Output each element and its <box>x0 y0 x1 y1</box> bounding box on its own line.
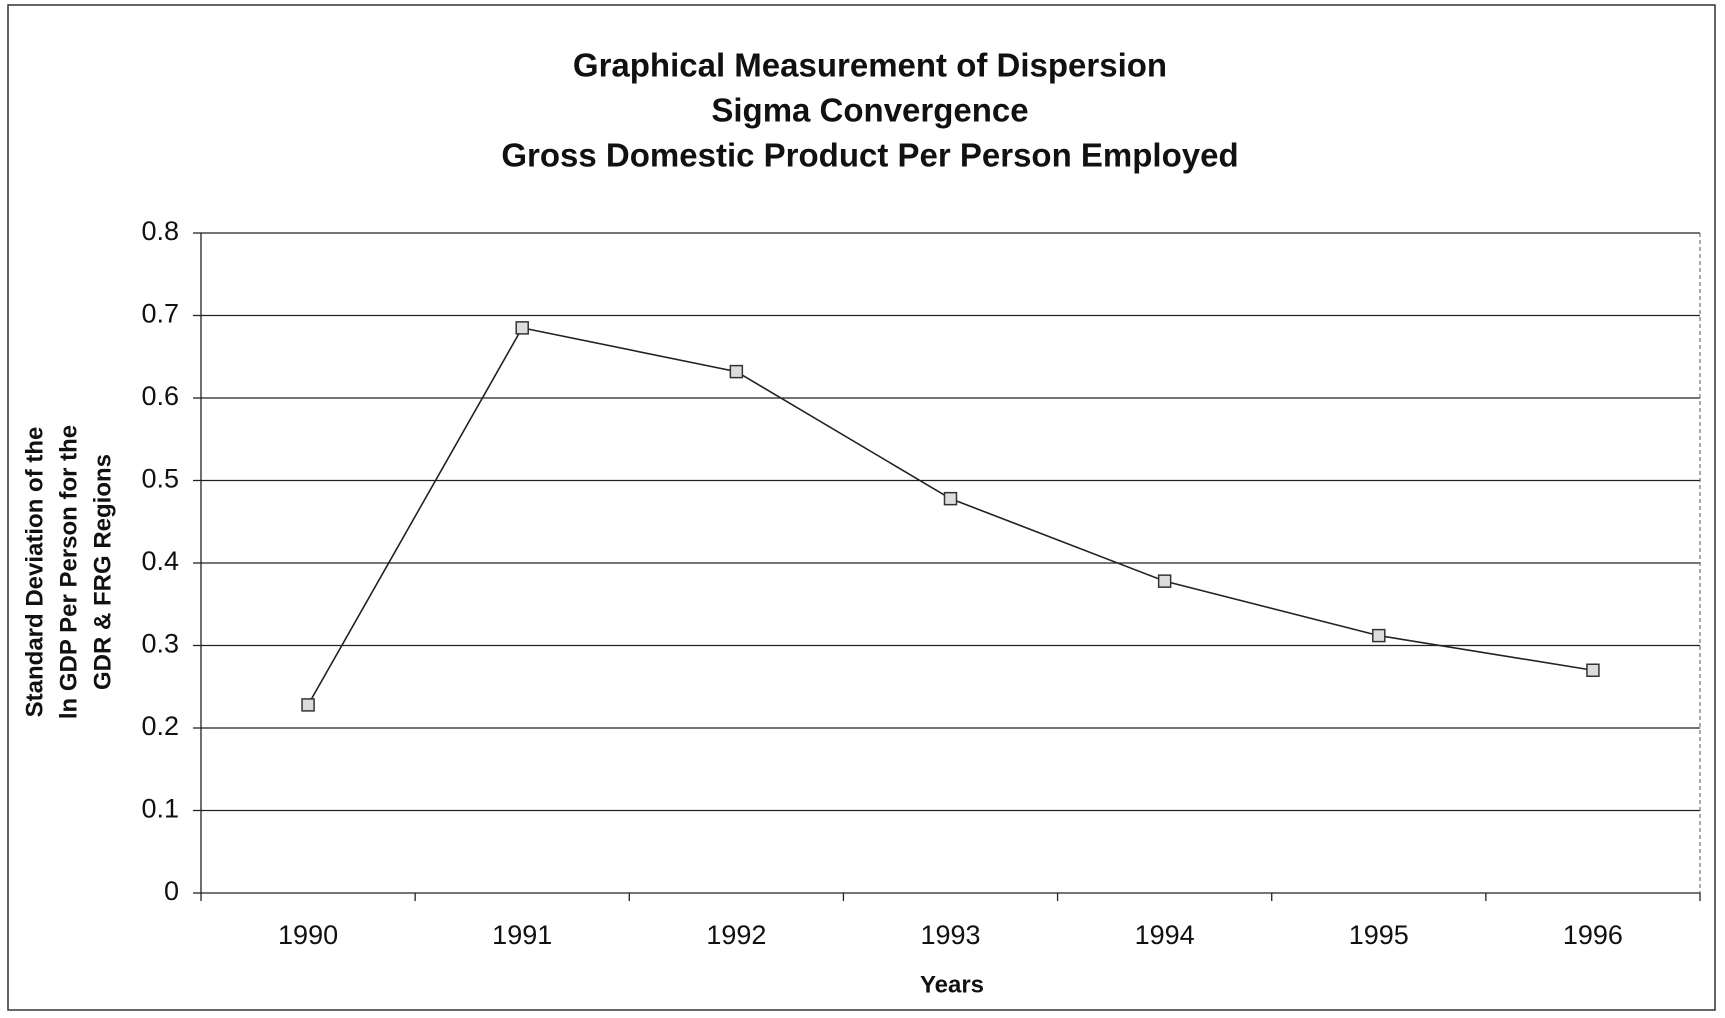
chart-title: Sigma Convergence <box>711 92 1028 129</box>
y-tick-label: 0.8 <box>141 216 179 246</box>
data-marker <box>301 698 315 712</box>
chart-title: Gross Domestic Product Per Person Employ… <box>501 137 1238 174</box>
y-tick-label: 0.3 <box>141 629 179 659</box>
y-tick-label: 0 <box>164 876 179 906</box>
x-tick-label: 1995 <box>1349 920 1409 950</box>
data-marker <box>1586 663 1600 677</box>
x-tick-label: 1990 <box>278 920 338 950</box>
y-tick-label: 0.6 <box>141 381 179 411</box>
data-marker <box>729 364 744 379</box>
data-marker <box>1372 628 1386 643</box>
x-tick-label: 1992 <box>706 920 766 950</box>
x-tick-label: 1993 <box>920 920 980 950</box>
y-tick-label: 0.5 <box>141 464 179 494</box>
data-marker <box>1157 574 1172 588</box>
y-axis-label: ln GDP Per Person for the <box>55 425 82 719</box>
x-tick-label: 1991 <box>492 920 552 950</box>
data-line <box>307 326 1594 706</box>
chart-title: Graphical Measurement of Dispersion <box>573 47 1167 84</box>
x-tick-label: 1994 <box>1135 920 1195 950</box>
chart-border <box>7 4 1716 1011</box>
y-tick-label: 0.2 <box>141 711 179 741</box>
x-axis-label: Years <box>920 971 984 998</box>
data-marker <box>515 321 529 335</box>
y-tick-label: 0.1 <box>141 794 179 824</box>
y-axis-label: GDR & FRG Regions <box>89 454 116 690</box>
y-tick-label: 0.4 <box>141 546 179 576</box>
data-marker <box>943 491 958 506</box>
x-tick-label: 1996 <box>1563 920 1623 950</box>
y-axis-label: Standard Deviation of the <box>21 427 48 718</box>
y-tick-label: 0.7 <box>141 299 179 329</box>
